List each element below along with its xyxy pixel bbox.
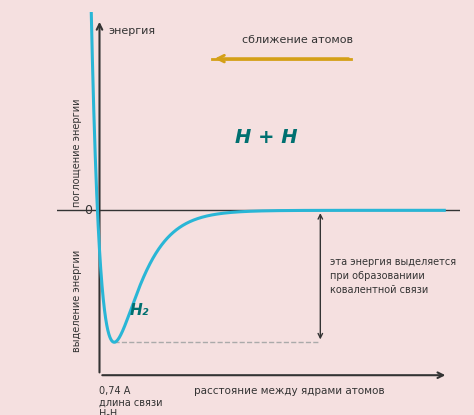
Text: энергия: энергия xyxy=(109,26,156,36)
Text: 0,74 А
длина связи
Н-Н: 0,74 А длина связи Н-Н xyxy=(100,386,163,415)
Text: расстояние между ядрами атомов: расстояние между ядрами атомов xyxy=(194,386,384,396)
Text: H + H: H + H xyxy=(235,128,297,147)
Text: сближение атомов: сближение атомов xyxy=(242,35,353,45)
Text: поглощение энергии: поглощение энергии xyxy=(72,98,82,207)
Text: 0: 0 xyxy=(84,204,92,217)
Text: H₂: H₂ xyxy=(130,303,149,318)
Text: выделение энергии: выделение энергии xyxy=(72,249,82,352)
Text: эта энергия выделяется
при образованиии
ковалентной связи: эта энергия выделяется при образованиии … xyxy=(329,257,456,295)
